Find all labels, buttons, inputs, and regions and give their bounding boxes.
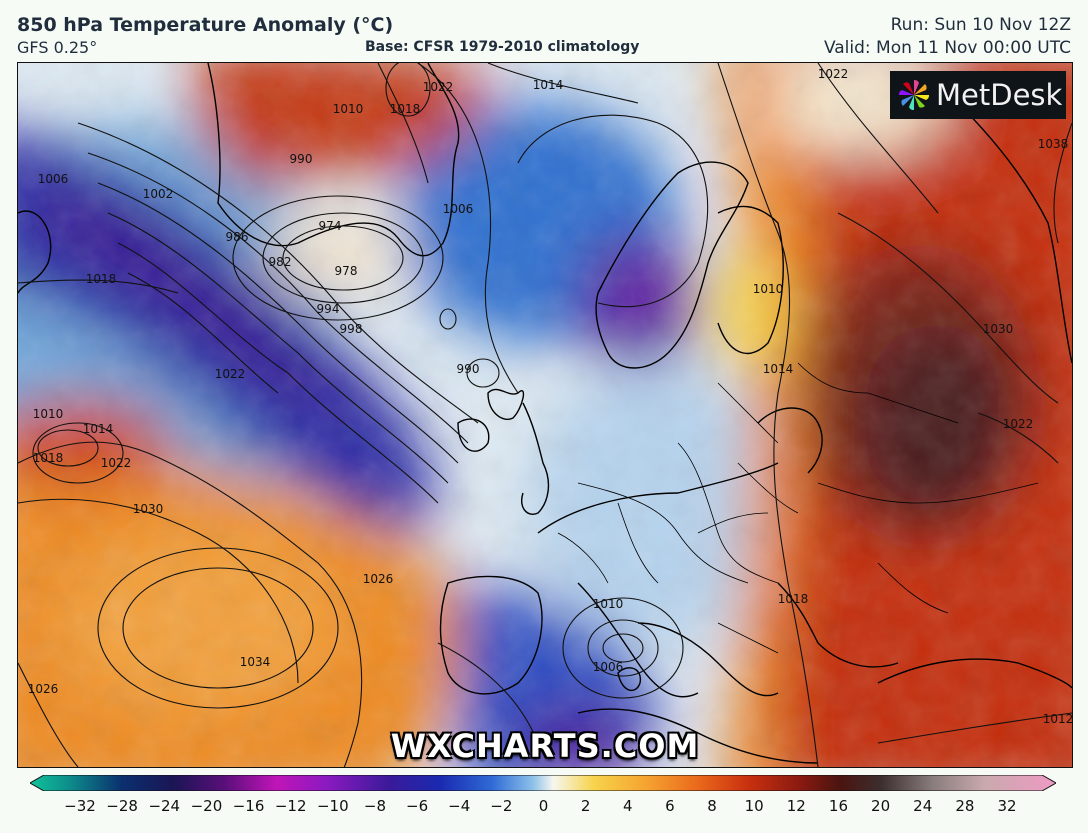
isobar-label: 1002 xyxy=(143,187,174,201)
colorbar-tick-label: 32 xyxy=(997,797,1017,815)
chart-title: 850 hPa Temperature Anomaly (°C) xyxy=(17,14,394,36)
isobar-label: 1018 xyxy=(86,272,117,286)
colorbar-tick-label: −32 xyxy=(64,797,96,815)
climatology-base-label: Base: CFSR 1979-2010 climatology xyxy=(365,39,640,55)
colorbar-tick-label: −20 xyxy=(190,797,223,815)
isobar-label: 1006 xyxy=(38,172,69,186)
country-borders xyxy=(557,362,1039,654)
isobar-label: 1022 xyxy=(818,67,849,81)
isobar-label: 986 xyxy=(226,230,249,244)
isobar-label: 1014 xyxy=(83,422,114,436)
isobar-label: 1038 xyxy=(1038,137,1069,151)
colorbar-tick-label: 10 xyxy=(744,797,764,815)
isobar-label: 1006 xyxy=(443,202,474,216)
isobar-label: 998 xyxy=(340,322,363,336)
colorbar-ticks: −32 −28 −24 −20 −16 −12 −10 −8 −6 −4 −2 0 2 4 6 8 10 12 16… xyxy=(0,797,1088,819)
isobar-label: 1012 xyxy=(1043,712,1072,726)
isobar-label: 1026 xyxy=(28,682,59,696)
isobar-label: 1014 xyxy=(533,78,564,92)
isobar-label: 1010 xyxy=(333,102,364,116)
pinwheel-icon xyxy=(898,79,930,111)
colorbar-gradient xyxy=(30,775,1056,791)
isobar-label: 1006 xyxy=(593,660,624,674)
colorbar-tick-label: 28 xyxy=(955,797,975,815)
isobar-label: 1022 xyxy=(101,456,132,470)
colorbar-tick-label: 20 xyxy=(871,797,891,815)
isobar-label: 990 xyxy=(290,152,313,166)
isobar-label: 1010 xyxy=(753,282,784,296)
valid-time-label: Valid: Mon 11 Nov 00:00 UTC xyxy=(823,38,1071,58)
isobar-label: 1030 xyxy=(133,502,164,516)
isobar-label: 978 xyxy=(335,264,358,278)
run-time-label: Run: Sun 10 Nov 12Z xyxy=(890,15,1071,35)
colorbar-tick-label: 2 xyxy=(580,797,591,815)
colorbar-tick-label: −6 xyxy=(406,797,429,815)
colorbar-tick-label: −24 xyxy=(148,797,181,815)
isobar-label: 1018 xyxy=(778,592,809,606)
colorbar-tick-label: 4 xyxy=(622,797,633,815)
isobar-label: 1018 xyxy=(33,451,64,465)
isobar-label: 1022 xyxy=(215,367,246,381)
isobar-label: 990 xyxy=(457,362,480,376)
colorbar-tick-label: 8 xyxy=(707,797,717,815)
isobar-label: 1022 xyxy=(423,80,454,94)
colorbar-tick-label: −28 xyxy=(106,797,138,815)
colorbar-tick-label: −8 xyxy=(363,797,387,815)
colorbar-tick-label: −16 xyxy=(232,797,265,815)
colorbar-tick-label: 24 xyxy=(913,797,933,815)
model-label: GFS 0.25° xyxy=(17,38,98,57)
logo-text: MetDesk xyxy=(936,78,1063,112)
isobar-label: 1018 xyxy=(390,102,421,116)
colorbar-tick-label: −2 xyxy=(490,797,513,815)
isobar-label: 1010 xyxy=(33,407,64,421)
isobar-label: 1010 xyxy=(593,597,624,611)
isobar-label: 994 xyxy=(317,302,340,316)
isobar-label: 1030 xyxy=(983,322,1014,336)
isobar-label: 1026 xyxy=(363,572,394,586)
coastlines xyxy=(18,63,1072,764)
isobar-label: 1034 xyxy=(240,655,271,669)
isobar-label: 1022 xyxy=(1003,417,1034,431)
colorbar-tick-label: 0 xyxy=(538,797,549,815)
noise-overlay xyxy=(18,63,1072,767)
colorbar-tick-label: −4 xyxy=(448,797,471,815)
colorbar-tick-label: −12 xyxy=(274,797,307,815)
isobar-label: 974 xyxy=(319,219,342,233)
colorbar-tick-label: −10 xyxy=(316,797,349,815)
colorbar xyxy=(30,775,1056,791)
colorbar-tick-label: 16 xyxy=(828,797,848,815)
colorbar-tick-label: 6 xyxy=(665,797,675,815)
metdesk-logo: MetDesk xyxy=(890,71,1066,119)
watermark: WXCHARTS.COM xyxy=(390,727,700,765)
anomaly-map[interactable]: 1018 1022 1030 1034 1026 1026 1018 1022 1014 1010… xyxy=(17,62,1073,768)
isobar-label: 1014 xyxy=(763,362,794,376)
isobar-label: 982 xyxy=(269,255,292,269)
colorbar-tick-label: 12 xyxy=(786,797,806,815)
isobars xyxy=(18,63,1072,767)
